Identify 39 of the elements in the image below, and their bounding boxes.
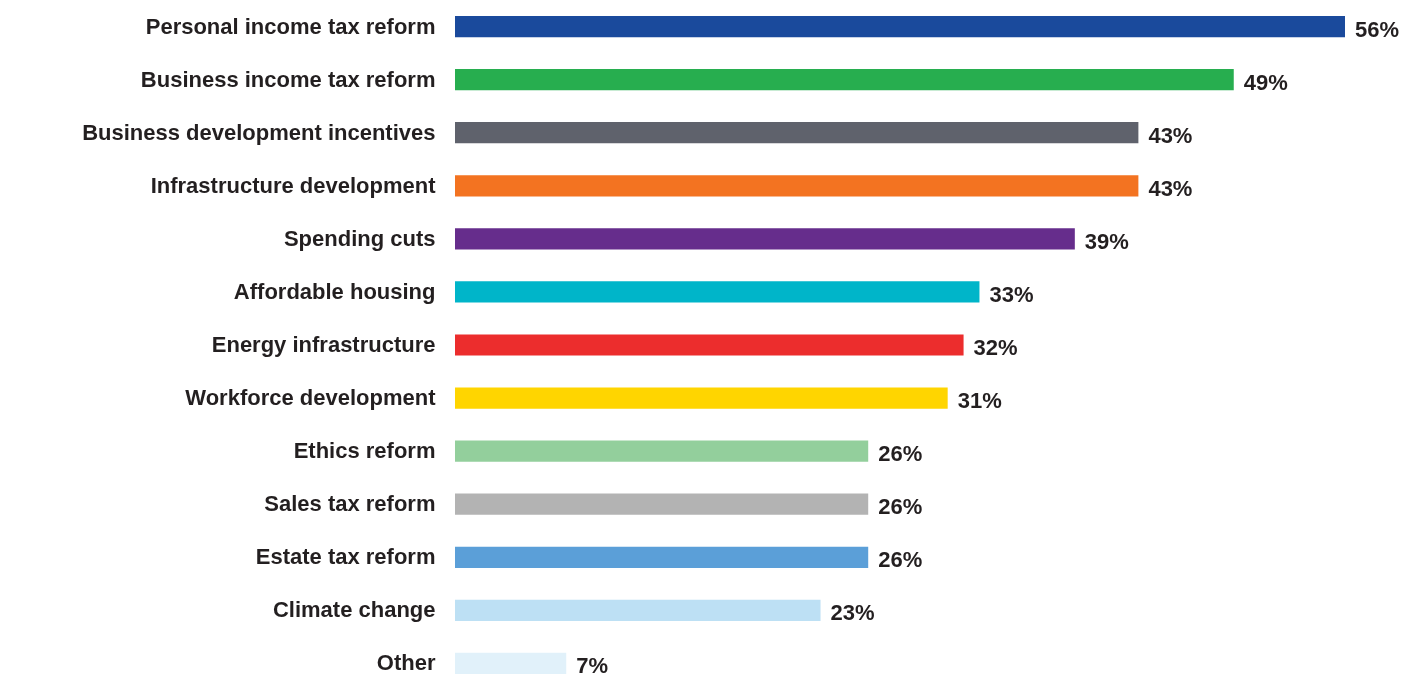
data-label: 39% <box>1084 228 1129 254</box>
y-tick-label: Ethics reform <box>293 438 436 464</box>
data-label: 26% <box>878 494 923 520</box>
bar <box>455 175 1139 197</box>
bar <box>455 228 1075 250</box>
bar <box>455 15 1345 38</box>
data-label: 49% <box>1243 69 1288 95</box>
bar <box>455 387 948 409</box>
y-tick-label: Other <box>376 650 436 676</box>
bar <box>455 493 869 515</box>
bar <box>455 599 821 621</box>
bar <box>455 546 869 568</box>
y-tick-label: Business income tax reform <box>140 66 436 92</box>
data-label: 26% <box>878 547 923 573</box>
bar <box>455 652 567 675</box>
data-label: 26% <box>878 441 923 467</box>
y-tick-label: Personal income tax reform <box>145 13 436 39</box>
data-label: 33% <box>989 281 1034 307</box>
bar <box>455 440 869 462</box>
y-tick-label: Business development incentives <box>82 119 436 145</box>
bar <box>455 122 1139 144</box>
data-label: 43% <box>1148 122 1193 148</box>
y-tick-label: Sales tax reform <box>264 491 436 517</box>
bar <box>455 334 964 356</box>
bar <box>455 69 1234 91</box>
data-label: 7% <box>576 653 609 679</box>
y-tick-label: Energy infrastructure <box>211 332 436 357</box>
y-tick-label: Estate tax reform <box>255 544 436 570</box>
y-tick-label: Spending cuts <box>283 225 436 251</box>
data-label: 56% <box>1355 16 1400 42</box>
data-label: 32% <box>973 335 1018 360</box>
bar <box>455 281 980 303</box>
data-label: 23% <box>830 600 875 626</box>
y-tick-label: Affordable housing <box>233 278 436 304</box>
y-tick-label: Infrastructure development <box>150 172 437 198</box>
data-label: 31% <box>957 388 1002 414</box>
y-tick-label: Workforce development <box>185 385 437 411</box>
data-label: 43% <box>1148 175 1193 201</box>
y-tick-label: Climate change <box>272 597 436 623</box>
